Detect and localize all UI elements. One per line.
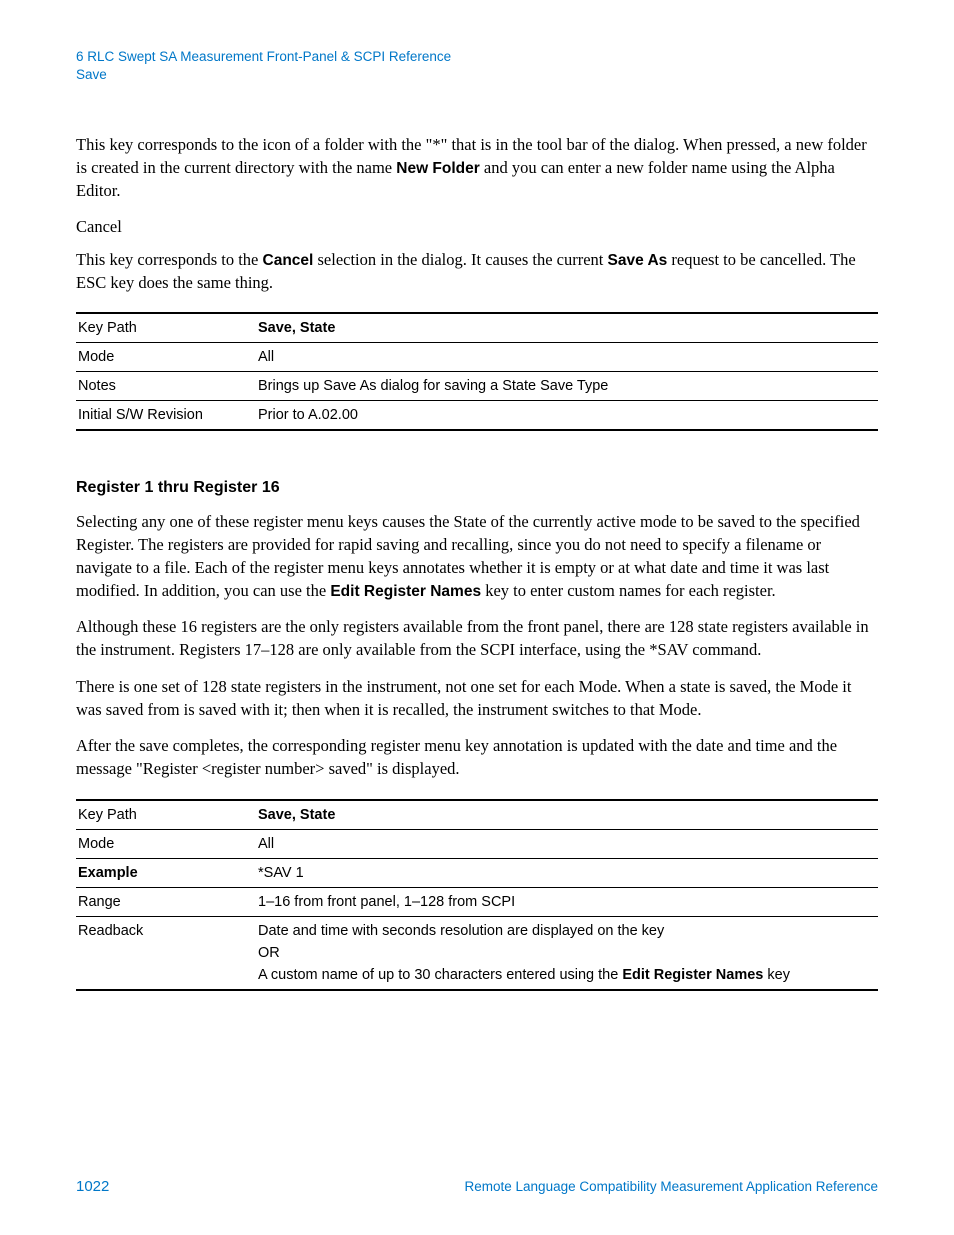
bold-text: Cancel — [263, 252, 314, 269]
paragraph-registers-1: Selecting any one of these register menu… — [76, 511, 878, 602]
cell-value: Prior to A.02.00 — [256, 401, 878, 431]
reference-table-2: Key Path Save, State Mode All Example *S… — [76, 799, 878, 991]
table-row: Key Path Save, State — [76, 800, 878, 830]
table-row: Key Path Save, State — [76, 313, 878, 343]
text: selection in the dialog. It causes the c… — [313, 250, 607, 269]
cancel-subheading: Cancel — [76, 217, 878, 237]
text: key — [763, 967, 790, 983]
bold-text: Save, State — [258, 807, 335, 823]
bold-text: Edit Register Names — [622, 967, 763, 983]
bold-text: Save As — [608, 252, 668, 269]
paragraph-registers-3: There is one set of 128 state registers … — [76, 676, 878, 722]
paragraph-cancel: This key corresponds to the Cancel selec… — [76, 249, 878, 295]
cell-value: Date and time with seconds resolution ar… — [256, 916, 878, 990]
header-section: Save — [76, 66, 878, 84]
text: key to enter custom names for each regis… — [481, 581, 776, 600]
cell-label: Mode — [76, 343, 256, 372]
cell-label: Key Path — [76, 800, 256, 830]
table-row: Readback Date and time with seconds reso… — [76, 916, 878, 990]
cell-value: Save, State — [256, 313, 878, 343]
header-chapter: 6 RLC Swept SA Measurement Front-Panel &… — [76, 48, 878, 66]
section-heading-registers: Register 1 thru Register 16 — [76, 479, 878, 497]
cell-label: Mode — [76, 829, 256, 858]
footer-doc-title: Remote Language Compatibility Measuremen… — [465, 1179, 878, 1194]
table-row: Mode All — [76, 829, 878, 858]
text: This key corresponds to the — [76, 250, 263, 269]
page: 6 RLC Swept SA Measurement Front-Panel &… — [0, 0, 954, 1235]
reference-table-1: Key Path Save, State Mode All Notes Brin… — [76, 312, 878, 431]
table-row: Example *SAV 1 — [76, 858, 878, 887]
readback-line: Date and time with seconds resolution ar… — [258, 923, 874, 939]
readback-line: A custom name of up to 30 characters ent… — [258, 967, 874, 983]
cell-label: Notes — [76, 372, 256, 401]
table-row: Initial S/W Revision Prior to A.02.00 — [76, 401, 878, 431]
table-row: Range 1–16 from front panel, 1–128 from … — [76, 887, 878, 916]
table-row: Notes Brings up Save As dialog for savin… — [76, 372, 878, 401]
paragraph-new-folder: This key corresponds to the icon of a fo… — [76, 134, 878, 202]
cell-label: Range — [76, 887, 256, 916]
cell-value: All — [256, 343, 878, 372]
bold-text: New Folder — [396, 160, 480, 177]
cell-value: *SAV 1 — [256, 858, 878, 887]
cell-value: Save, State — [256, 800, 878, 830]
cell-label: Key Path — [76, 313, 256, 343]
page-number: 1022 — [76, 1178, 109, 1195]
paragraph-registers-2: Although these 16 registers are the only… — [76, 616, 878, 662]
page-header: 6 RLC Swept SA Measurement Front-Panel &… — [76, 48, 878, 84]
cell-value: Brings up Save As dialog for saving a St… — [256, 372, 878, 401]
bold-text: Edit Register Names — [330, 583, 481, 600]
text: A custom name of up to 30 characters ent… — [258, 967, 622, 983]
cell-value: All — [256, 829, 878, 858]
bold-text: Save, State — [258, 320, 335, 336]
cell-value: 1–16 from front panel, 1–128 from SCPI — [256, 887, 878, 916]
paragraph-registers-4: After the save completes, the correspond… — [76, 735, 878, 781]
bold-text: Example — [78, 865, 138, 881]
page-footer: 1022 Remote Language Compatibility Measu… — [76, 1178, 878, 1195]
cell-label: Initial S/W Revision — [76, 401, 256, 431]
readback-line: OR — [258, 945, 874, 961]
cell-label: Readback — [76, 916, 256, 990]
cell-label: Example — [76, 858, 256, 887]
table-row: Mode All — [76, 343, 878, 372]
